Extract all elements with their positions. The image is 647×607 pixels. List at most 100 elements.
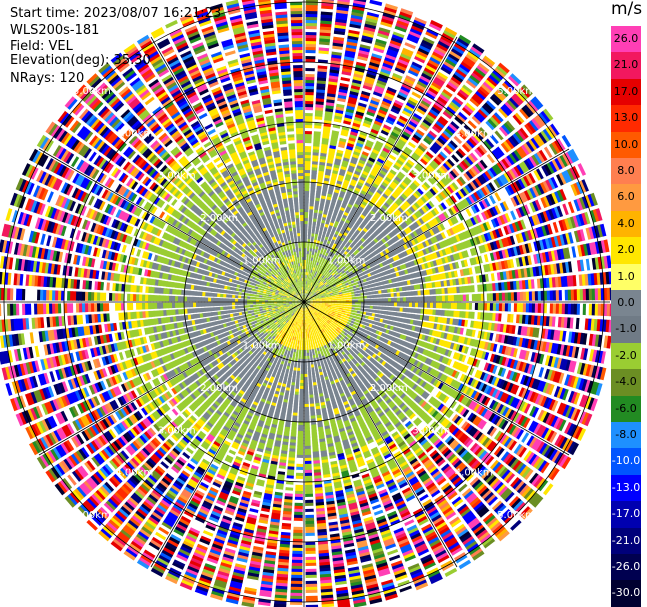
range-gate <box>305 100 314 105</box>
range-gate <box>304 202 309 207</box>
range-gate <box>442 129 452 139</box>
range-gate <box>305 70 315 75</box>
range-gate <box>345 110 354 117</box>
range-gate <box>359 130 368 137</box>
range-gate <box>371 168 379 175</box>
range-gate <box>312 290 315 294</box>
range-gate <box>390 36 403 44</box>
range-gate <box>308 217 313 222</box>
range-gate <box>401 192 408 200</box>
range-gate <box>312 148 320 153</box>
range-gate <box>313 214 318 219</box>
range-gate <box>385 118 395 125</box>
range-gate <box>304 262 306 266</box>
range-gate <box>421 139 430 148</box>
range-gate <box>314 203 319 208</box>
range-gate <box>309 211 313 216</box>
range-gate <box>360 93 370 99</box>
range-gate <box>381 149 389 156</box>
range-gate <box>431 81 442 90</box>
range-gate <box>368 2 382 9</box>
range-gate <box>429 146 438 155</box>
range-gate <box>380 20 393 28</box>
range-gate <box>406 36 419 44</box>
range-gate <box>453 96 464 106</box>
range-gate <box>375 117 384 124</box>
range-gate <box>313 133 321 138</box>
range-gate <box>443 60 455 70</box>
range-gate <box>361 186 369 193</box>
range-gate <box>307 290 310 294</box>
range-gate <box>386 115 396 123</box>
range-gate <box>343 58 354 64</box>
range-gate <box>307 265 310 270</box>
range-gate <box>472 43 485 54</box>
range-gate <box>455 93 466 103</box>
range-gate <box>304 265 306 269</box>
range-gate <box>425 91 436 100</box>
range-gate <box>423 153 432 161</box>
range-gate <box>453 135 463 145</box>
range-gate <box>378 208 385 215</box>
range-gate <box>367 8 381 15</box>
range-gate <box>305 283 307 288</box>
range-gate <box>410 93 421 102</box>
range-gate <box>406 101 416 110</box>
range-gate <box>363 25 376 33</box>
range-gate <box>312 260 315 265</box>
range-gate <box>403 163 412 171</box>
range-gate <box>350 87 360 93</box>
range-gate <box>435 139 444 148</box>
range-gate <box>408 120 418 128</box>
range-gate <box>461 106 472 116</box>
range-gate <box>316 239 321 244</box>
range-gate <box>347 32 360 38</box>
range-gate <box>358 98 368 105</box>
range-gate <box>441 32 455 42</box>
range-gate <box>374 191 382 198</box>
range-gate <box>364 20 377 27</box>
range-gate <box>313 273 317 278</box>
range-gate <box>376 79 387 86</box>
range-gate <box>351 178 358 184</box>
range-gate <box>424 33 437 42</box>
range-gate <box>360 40 372 47</box>
range-gate <box>305 295 307 300</box>
range-gate <box>309 284 312 289</box>
range-gate <box>393 190 401 197</box>
range-gate <box>311 254 314 258</box>
range-gate <box>311 232 315 237</box>
range-gate <box>444 127 454 137</box>
range-gate <box>361 87 372 94</box>
range-gate <box>311 275 314 280</box>
range-gate <box>403 190 410 198</box>
range-gate <box>356 139 365 145</box>
range-gate <box>304 196 309 201</box>
range-gate <box>398 156 406 164</box>
range-gate <box>422 69 434 78</box>
range-gate <box>351 11 364 17</box>
range-gate <box>379 169 387 176</box>
range-gate <box>346 142 355 148</box>
range-gate <box>304 223 308 228</box>
range-gate <box>396 173 404 181</box>
range-gate <box>305 55 316 60</box>
range-gate <box>384 210 391 217</box>
range-gate <box>356 58 368 64</box>
range-gate <box>391 180 399 188</box>
range-gate <box>389 110 399 117</box>
range-gate <box>327 0 334 1</box>
range-gate <box>366 139 375 146</box>
range-gate <box>465 79 477 89</box>
range-gate <box>446 105 457 115</box>
range-gate <box>383 178 390 185</box>
range-gate <box>353 172 360 179</box>
range-gate <box>371 207 378 213</box>
range-gate <box>457 65 469 76</box>
range-gate <box>306 283 308 288</box>
range-gate <box>437 136 446 146</box>
range-gate <box>462 58 474 68</box>
range-gate <box>382 212 389 219</box>
range-gate <box>305 7 318 12</box>
range-gate <box>434 101 445 110</box>
